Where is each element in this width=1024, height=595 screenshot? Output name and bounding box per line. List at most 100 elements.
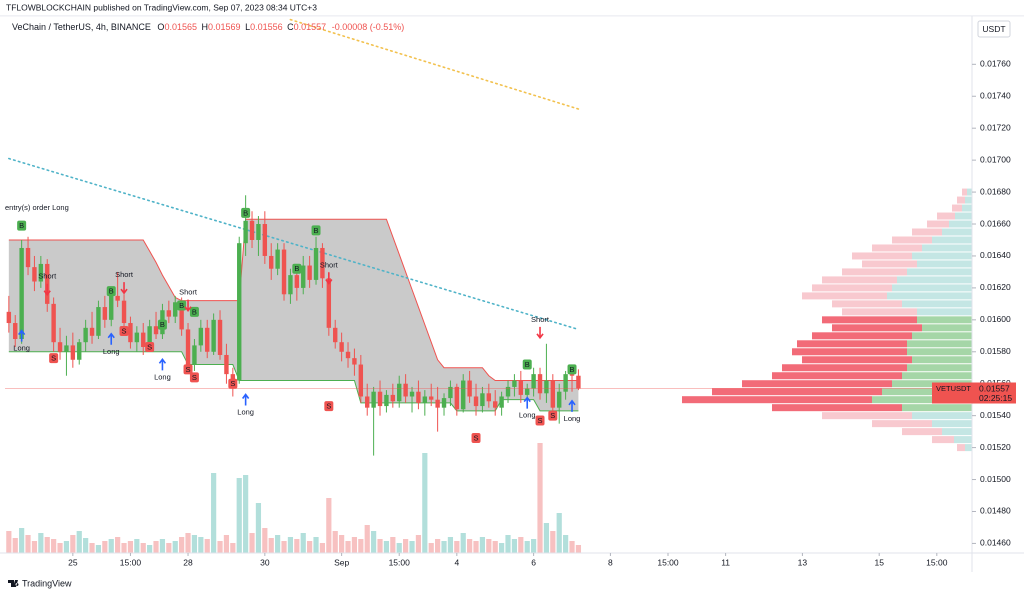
signal-badge-label: B (294, 264, 299, 273)
candle-body (301, 265, 306, 288)
y-tick-label: 0.01460 (980, 538, 1011, 548)
signal-badge (189, 372, 199, 383)
volume-bar (383, 541, 390, 553)
profile-buy (917, 308, 972, 316)
candle-body (518, 380, 524, 395)
volume-bar (108, 539, 114, 553)
candle-body (6, 311, 12, 324)
volume-bar (524, 541, 530, 553)
candle-body (557, 391, 562, 408)
signal-badge (119, 326, 129, 337)
x-tick-label: 15:00 (657, 557, 679, 567)
signal-arrow (107, 332, 115, 345)
volume-bar (236, 478, 242, 553)
profile-buy (912, 252, 972, 260)
volume-bar (300, 533, 306, 553)
legend-open: 0.01565 (164, 22, 197, 32)
signal-label: Short (179, 288, 198, 297)
profile-buy (872, 396, 972, 404)
volume-bar (102, 541, 108, 553)
candle-body (128, 323, 133, 343)
profile-sell (802, 356, 912, 364)
profile-sell (832, 300, 902, 308)
signal-badge (324, 401, 334, 412)
signal-badge (522, 359, 532, 370)
profile-sell (782, 364, 907, 372)
legend-symbol: VeChain / TetherUS, 4h, BINANCE (12, 22, 151, 32)
profile-buy (912, 412, 972, 420)
currency-box[interactable] (977, 20, 1011, 38)
candle-body (480, 393, 485, 407)
candle-body (429, 396, 434, 400)
signal-label: Long (103, 347, 120, 356)
profile-sell (682, 396, 872, 404)
signal-badge (183, 364, 193, 375)
volume-bar (403, 539, 409, 553)
profile-buy (887, 292, 972, 300)
x-tick-label: 15:00 (389, 557, 411, 567)
candle-body (435, 399, 440, 408)
band-lower (8, 351, 579, 412)
volume-bar (550, 531, 556, 553)
profile-buy (897, 276, 972, 284)
x-tick-label: 30 (260, 557, 270, 567)
signal-label: Long (237, 407, 254, 416)
candle-body (409, 391, 415, 397)
volume-bar (287, 537, 294, 553)
y-tick-label: 0.01740 (980, 91, 1011, 101)
volume-bar (460, 533, 466, 553)
candle-body (224, 354, 229, 375)
volume-bar (511, 539, 518, 553)
signal-badge (49, 353, 59, 364)
candle-body (237, 243, 242, 381)
candle-body (563, 374, 568, 392)
profile-buy (902, 404, 972, 412)
volume-bar (44, 537, 50, 553)
volume-bar (230, 543, 236, 553)
volume-bar (563, 535, 569, 553)
candle-body (537, 374, 543, 394)
profile-buy (912, 332, 972, 340)
candle-body (371, 391, 376, 408)
candle-body (70, 345, 76, 360)
signal-badge-label: S (230, 379, 235, 388)
volume-bar (454, 541, 460, 553)
candle-body (89, 327, 95, 336)
x-tick-label: 4 (454, 557, 459, 567)
last-symbol: VETUSDT (936, 384, 971, 393)
y-tick-label: 0.01680 (980, 186, 1011, 196)
volume-bar (390, 537, 396, 553)
profile-buy (892, 284, 972, 292)
candle-body (550, 380, 556, 408)
signal-badge-label: S (474, 433, 479, 442)
profile-sell (902, 428, 942, 436)
legend-close: 0.01557 (294, 22, 327, 32)
volume-bar (63, 541, 70, 553)
profile-buy (907, 340, 972, 348)
candle-body (96, 307, 101, 336)
volume-bar (191, 535, 198, 553)
y-tick-label: 0.01760 (980, 59, 1011, 69)
profile-buy (912, 356, 972, 364)
signal-badge-label: S (550, 411, 555, 420)
signal-arrow (43, 283, 51, 297)
profile-sell (712, 388, 882, 396)
candle-body (416, 391, 421, 403)
volume-bar (115, 537, 121, 553)
y-tick-label: 0.01500 (980, 474, 1011, 484)
legend: VeChain / TetherUS, 4h, BINANCE O0.01565… (12, 22, 404, 32)
profile-sell (802, 292, 887, 300)
signal-badge-label: S (51, 354, 56, 363)
candle-body (339, 342, 344, 352)
candle-body (454, 386, 460, 410)
volume-bar (447, 537, 454, 553)
volume-bar (371, 531, 377, 553)
candle-body (333, 327, 338, 343)
signal-badge (311, 225, 321, 236)
candle-body (403, 383, 408, 397)
x-tick-label: Sep (334, 557, 349, 567)
volume-bar (198, 537, 204, 553)
signal-arrow (17, 329, 26, 342)
profile-buy (917, 260, 972, 268)
